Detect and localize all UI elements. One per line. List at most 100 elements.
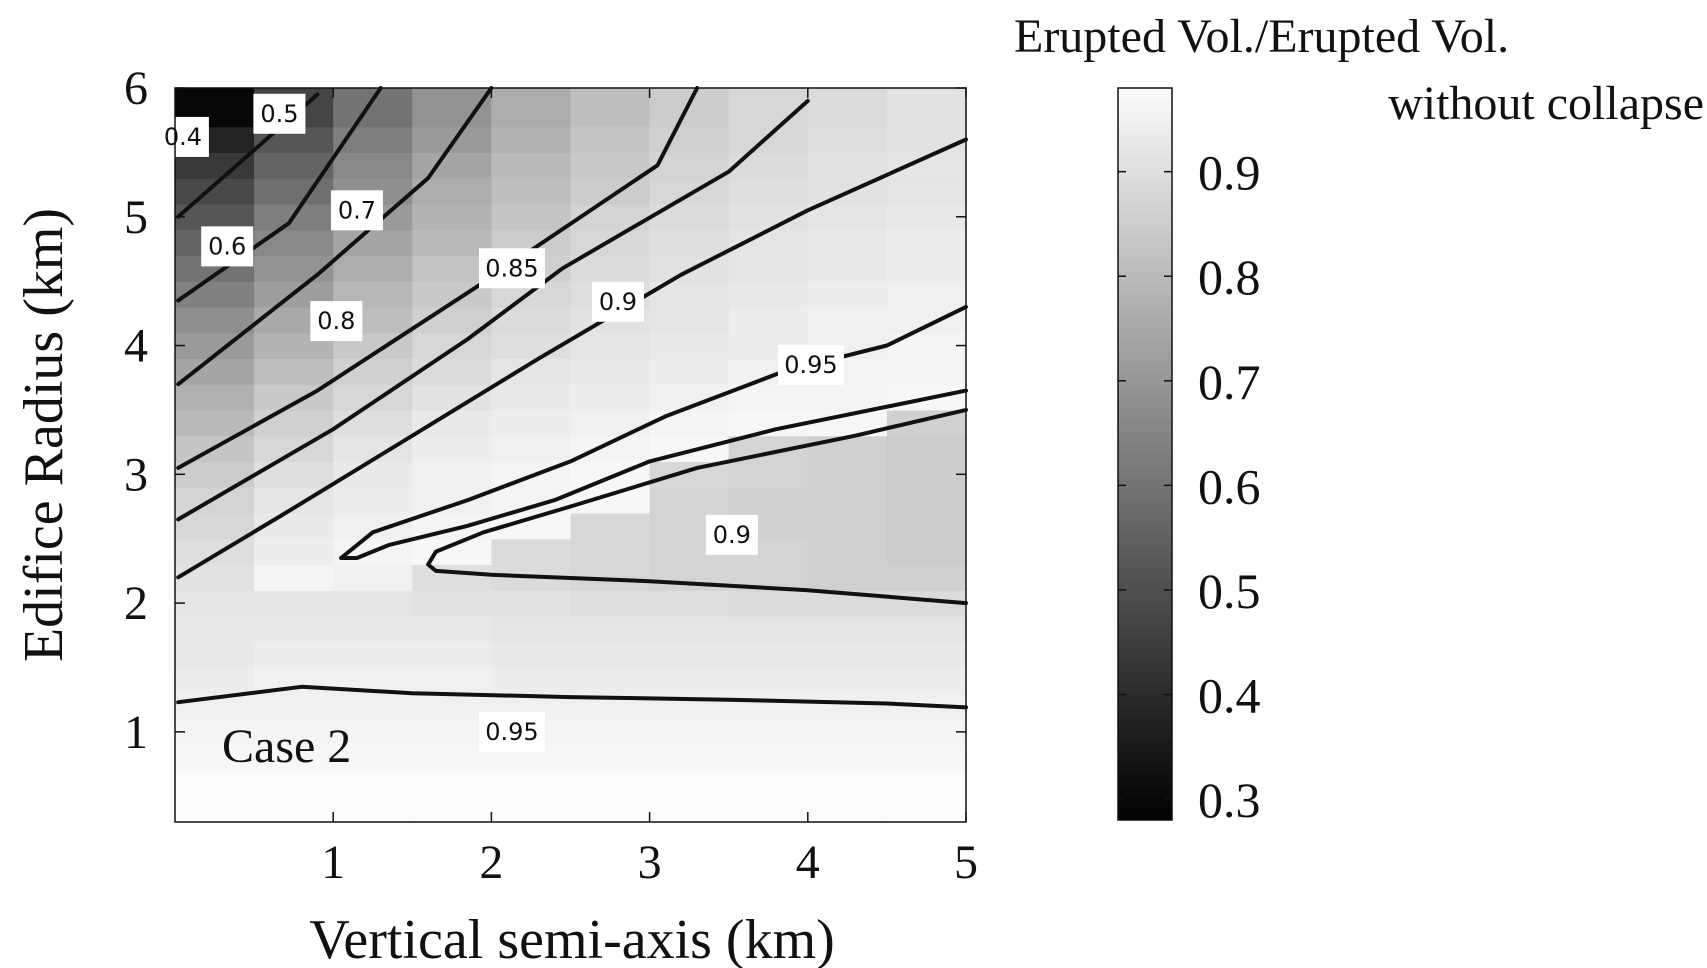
contour-label: 0.4 bbox=[156, 116, 209, 157]
x-tick-label: 1 bbox=[321, 836, 345, 889]
colorbar-step bbox=[1118, 213, 1172, 226]
heatmap-cell bbox=[175, 538, 255, 566]
heatmap-cell bbox=[886, 718, 967, 746]
colorbar-step bbox=[1118, 762, 1172, 775]
y-tick-label: 1 bbox=[124, 706, 148, 759]
colorbar-step bbox=[1118, 625, 1172, 638]
heatmap-cell bbox=[886, 744, 967, 772]
contour-label: 0.95 bbox=[478, 711, 545, 752]
heatmap-cell bbox=[491, 203, 572, 231]
heatmap-cell bbox=[412, 796, 492, 823]
colorbar-step bbox=[1118, 682, 1172, 695]
contour-line bbox=[176, 86, 383, 303]
heatmap-cell bbox=[491, 538, 572, 566]
colorbar-step bbox=[1118, 190, 1172, 203]
contour-label-box bbox=[253, 93, 306, 134]
y-tick-label: 5 bbox=[124, 191, 148, 244]
colorbar-step bbox=[1118, 396, 1172, 409]
heatmap-cell bbox=[254, 409, 334, 437]
heatmap-cell bbox=[570, 744, 651, 772]
heatmap-cell bbox=[412, 384, 492, 411]
heatmap-cell bbox=[333, 409, 413, 437]
colorbar-step bbox=[1118, 579, 1172, 592]
plot-area-frame bbox=[174, 87, 967, 823]
y-axis: 1 2 3 4 5 6 bbox=[124, 62, 966, 759]
colorbar-step bbox=[1118, 556, 1172, 569]
colorbar-tick-label: 0.9 bbox=[1198, 145, 1261, 201]
heatmap-cell bbox=[333, 744, 413, 772]
heatmap-cell bbox=[649, 744, 730, 772]
heatmap-cell bbox=[333, 615, 413, 643]
colorbar-tick-label: 0.4 bbox=[1198, 668, 1261, 724]
heatmap-cell bbox=[175, 384, 255, 411]
heatmap-cell bbox=[728, 590, 809, 617]
x-tick-label: 4 bbox=[796, 836, 820, 889]
heatmap-cell bbox=[333, 796, 413, 823]
colorbar-tick-label: 0.7 bbox=[1198, 354, 1261, 410]
heatmap-cell bbox=[412, 693, 492, 720]
y-tick-label: 3 bbox=[124, 448, 148, 501]
heatmap-cell bbox=[491, 796, 572, 823]
heatmap-cell bbox=[333, 564, 413, 591]
heatmap-cell bbox=[491, 409, 572, 437]
heatmap-cell bbox=[886, 667, 967, 694]
colorbar-step bbox=[1118, 739, 1172, 752]
heatmap-cell bbox=[491, 435, 572, 463]
heatmap-cell bbox=[728, 306, 809, 334]
heatmap-cell bbox=[649, 229, 730, 257]
colorbar-step bbox=[1118, 693, 1172, 706]
colorbar-step bbox=[1118, 430, 1172, 443]
heatmap-cell bbox=[728, 796, 809, 823]
colorbar-step bbox=[1118, 133, 1172, 146]
colorbar-step bbox=[1118, 350, 1172, 363]
heatmap-cell bbox=[649, 178, 730, 205]
contour-label-text: 0.6 bbox=[208, 232, 246, 260]
contour-label-box bbox=[156, 116, 209, 157]
heatmap-cell bbox=[728, 693, 809, 720]
heatmap-cell bbox=[412, 461, 492, 488]
y-axis-label: Edifice Radius (km) bbox=[13, 208, 75, 662]
colorbar-step bbox=[1118, 590, 1172, 603]
colorbar-step bbox=[1118, 385, 1172, 398]
heatmap-cell bbox=[728, 255, 809, 282]
heatmap-cell bbox=[570, 152, 651, 179]
heatmap-cell bbox=[728, 744, 809, 772]
colorbar-step bbox=[1118, 419, 1172, 432]
heatmap-cell bbox=[175, 590, 255, 617]
heatmap-cell bbox=[807, 796, 888, 823]
heatmap-cell bbox=[886, 229, 967, 257]
heatmap-cell bbox=[807, 126, 888, 153]
heatmap-cell bbox=[570, 435, 651, 463]
heatmap-cell bbox=[728, 667, 809, 694]
heatmap-cell bbox=[728, 461, 809, 488]
heatmap-cell bbox=[412, 409, 492, 437]
heatmap-cell bbox=[886, 435, 967, 463]
heatmap-cell bbox=[886, 461, 967, 488]
colorbar-step bbox=[1118, 568, 1172, 581]
contour-label-text: 0.95 bbox=[784, 351, 837, 379]
colorbar-step bbox=[1118, 671, 1172, 684]
heatmap-cell bbox=[254, 641, 334, 669]
y-tick-label: 6 bbox=[124, 62, 148, 115]
contour-label-box bbox=[777, 344, 844, 385]
colorbar-step bbox=[1118, 499, 1172, 512]
heatmap-cell bbox=[570, 178, 651, 205]
heatmap-cell bbox=[412, 744, 492, 772]
contour-label-text: 0.9 bbox=[713, 521, 751, 549]
heatmap-cell bbox=[886, 255, 967, 282]
heatmap-cell bbox=[333, 255, 413, 282]
x-tick-label: 5 bbox=[954, 836, 978, 889]
heatmap-cell bbox=[807, 615, 888, 643]
heatmap-cell bbox=[886, 281, 967, 308]
heatmap-cell bbox=[333, 487, 413, 514]
heatmap-cell bbox=[807, 667, 888, 694]
heatmap-cell bbox=[728, 126, 809, 153]
heatmap-cell bbox=[333, 693, 413, 720]
heatmap-cell bbox=[728, 178, 809, 205]
heatmap-cell bbox=[807, 281, 888, 308]
colorbar-step bbox=[1118, 785, 1172, 798]
colorbar-step bbox=[1118, 728, 1172, 741]
heatmap-cell bbox=[649, 409, 730, 437]
colorbar-step bbox=[1118, 636, 1172, 649]
colorbar-step bbox=[1118, 533, 1172, 546]
